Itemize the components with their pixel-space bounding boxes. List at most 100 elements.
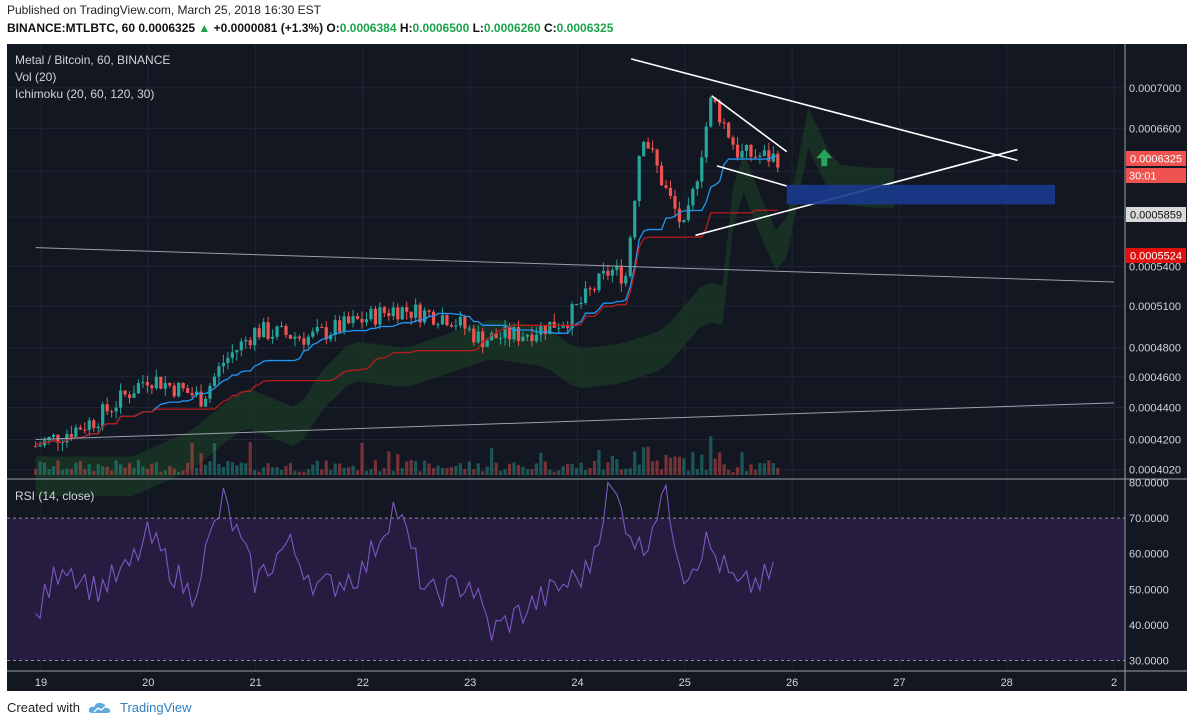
candle-body: [34, 446, 38, 448]
volume-bar: [583, 469, 588, 475]
price-tick-label: 0.0004200: [1129, 435, 1181, 447]
candle-body: [270, 336, 275, 339]
candle-body: [601, 270, 606, 274]
volume-bar: [288, 463, 293, 475]
badge-last-bg: [1126, 151, 1186, 166]
volume-bars: [34, 436, 780, 475]
ichimoku-legend: Ichimoku (20, 60, 120, 30): [15, 87, 154, 101]
candle-body: [96, 426, 100, 429]
volume-bar: [190, 442, 194, 475]
candle-body: [548, 321, 552, 335]
volume-bar: [194, 467, 199, 475]
candle-body: [190, 392, 194, 396]
volume-bar: [297, 471, 302, 475]
volume-bar: [333, 463, 337, 475]
time-tick-label: 2: [1111, 677, 1117, 689]
volume-bar: [521, 466, 525, 475]
footer-brand[interactable]: TradingView: [119, 700, 192, 715]
volume-bar: [718, 452, 722, 475]
volume-bar: [221, 467, 226, 475]
volume-bar: [257, 471, 261, 475]
candle-body: [338, 320, 342, 332]
candle-body: [159, 376, 163, 389]
volume-bar: [735, 467, 740, 475]
badge-countdown-bg: [1126, 168, 1186, 183]
volume-bar: [387, 451, 391, 475]
candle-body: [342, 316, 346, 332]
volume-bar: [369, 469, 373, 475]
candle-body: [494, 332, 498, 339]
candle-body: [673, 196, 677, 209]
volume-bar: [360, 442, 364, 475]
candle-body: [543, 325, 547, 335]
candle-body: [145, 382, 150, 386]
badge-kijun-text: 0.0005859: [1130, 210, 1182, 222]
candle-body: [646, 141, 650, 149]
candle-body: [735, 144, 740, 158]
candle-body: [610, 269, 614, 276]
price-tick-label: 0.0005100: [1129, 301, 1181, 313]
chart-svg[interactable]: 0.00070000.00066000.00062000.00058000.00…: [7, 44, 1187, 691]
candle-body: [302, 338, 306, 345]
chart-frame[interactable]: 0.00070000.00066000.00062000.00058000.00…: [7, 44, 1187, 691]
volume-bar: [646, 446, 650, 475]
candle-body: [713, 97, 717, 102]
volume-bar: [391, 470, 395, 475]
candle-body: [445, 315, 449, 326]
published-line: Published on TradingView.com, March 25, …: [7, 3, 321, 17]
candle-body: [409, 311, 413, 318]
candle-body: [168, 382, 172, 386]
volume-bar: [110, 470, 114, 475]
time-tick-label: 26: [786, 677, 798, 689]
volume-bar: [163, 470, 167, 475]
volume-bar: [203, 464, 208, 475]
change-value: +0.0000081 (+1.3%): [213, 21, 324, 35]
candle-body: [731, 137, 735, 145]
candle-body: [668, 187, 673, 197]
candle-body: [485, 340, 489, 348]
candle-body: [373, 308, 378, 325]
candle-body: [525, 334, 530, 337]
candle-body: [235, 350, 239, 353]
candle-body: [405, 307, 409, 312]
high-value: 0.0006500: [412, 21, 470, 35]
volume-bar: [490, 448, 494, 475]
volume-bar: [83, 469, 87, 475]
volume-bar: [177, 471, 181, 475]
candle-body: [472, 328, 476, 343]
volume-bar: [606, 462, 610, 475]
volume-bar: [346, 467, 351, 475]
candle-body: [579, 302, 583, 305]
volume-bar: [695, 469, 699, 475]
candle-body: [226, 357, 230, 363]
close-label: C:: [544, 21, 557, 35]
candle-body: [275, 326, 279, 337]
volume-bar: [642, 447, 646, 475]
volume-bar: [324, 460, 328, 475]
candle-body: [244, 340, 248, 342]
volume-bar: [154, 462, 158, 475]
candle-body: [279, 325, 284, 327]
volume-bar: [342, 467, 346, 475]
candle-body: [651, 148, 655, 150]
candle-body: [101, 404, 105, 427]
volume-bar: [512, 462, 516, 475]
candle-body: [436, 324, 440, 326]
candle-body: [360, 319, 364, 323]
volume-bar: [150, 463, 154, 475]
badge-kijun: 0.0005859: [1126, 207, 1186, 222]
candle-body: [262, 322, 266, 338]
footer: Created with TradingView: [7, 700, 192, 715]
volume-bar: [427, 463, 431, 475]
volume-bar: [543, 461, 547, 475]
volume-bar: [364, 470, 369, 475]
candle-body: [677, 208, 682, 223]
volume-bar: [677, 456, 682, 475]
candle-body: [87, 420, 91, 430]
open-label: O:: [326, 21, 340, 35]
volume-bar: [503, 469, 507, 475]
trendline-2: [711, 95, 788, 153]
tradingview-cloud-icon: [88, 702, 111, 713]
candle-body: [114, 407, 118, 412]
volume-bar: [753, 469, 758, 475]
